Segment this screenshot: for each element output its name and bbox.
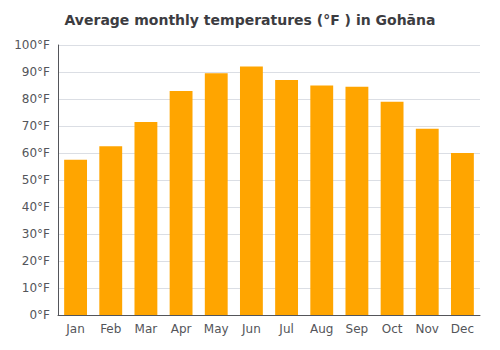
svg-text:40°F: 40°F bbox=[22, 200, 50, 214]
svg-text:Sep: Sep bbox=[346, 322, 369, 336]
svg-text:90°F: 90°F bbox=[22, 65, 50, 79]
svg-text:30°F: 30°F bbox=[22, 227, 50, 241]
svg-text:Feb: Feb bbox=[100, 322, 121, 336]
svg-text:70°F: 70°F bbox=[22, 119, 50, 133]
svg-text:Apr: Apr bbox=[171, 322, 192, 336]
svg-text:Jun: Jun bbox=[241, 322, 261, 336]
svg-text:100°F: 100°F bbox=[14, 38, 50, 52]
svg-text:10°F: 10°F bbox=[22, 281, 50, 295]
svg-text:Nov: Nov bbox=[416, 322, 439, 336]
svg-text:May: May bbox=[204, 322, 229, 336]
svg-text:20°F: 20°F bbox=[22, 254, 50, 268]
svg-text:Average monthly temperatures (: Average monthly temperatures (°F ) in Go… bbox=[65, 12, 436, 28]
svg-text:Oct: Oct bbox=[382, 322, 403, 336]
svg-text:Dec: Dec bbox=[451, 322, 474, 336]
svg-text:Mar: Mar bbox=[135, 322, 158, 336]
svg-text:60°F: 60°F bbox=[22, 146, 50, 160]
svg-text:Aug: Aug bbox=[310, 322, 333, 336]
svg-text:50°F: 50°F bbox=[22, 173, 50, 187]
svg-text:Jan: Jan bbox=[65, 322, 85, 336]
svg-text:Jul: Jul bbox=[278, 322, 293, 336]
svg-text:80°F: 80°F bbox=[22, 92, 50, 106]
svg-text:0°F: 0°F bbox=[29, 308, 50, 322]
